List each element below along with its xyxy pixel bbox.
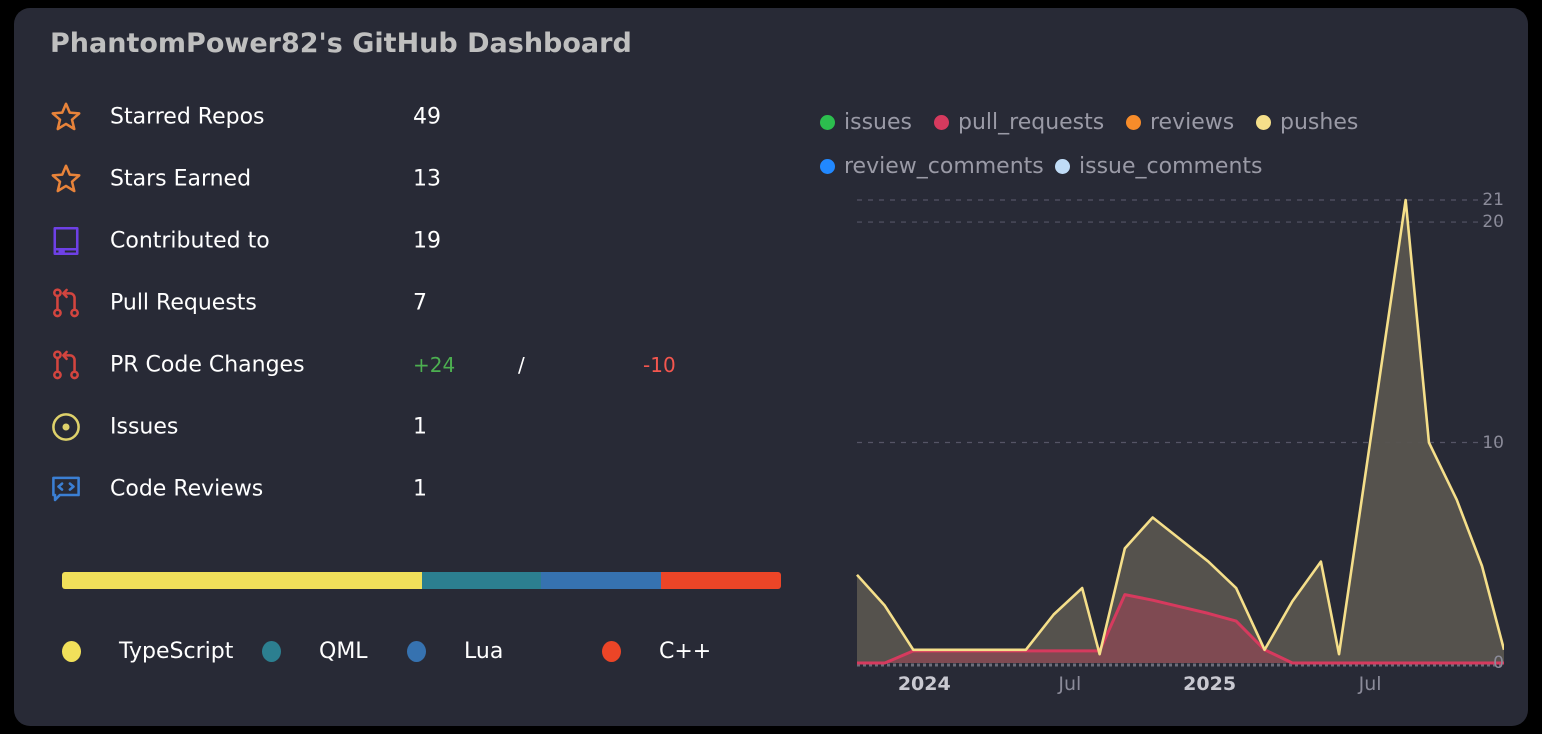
language-segment: [660, 572, 781, 589]
language-color-dot: [262, 640, 281, 662]
chart-legend-item: pull_requests: [934, 100, 1104, 144]
series-name: pull_requests: [958, 109, 1105, 135]
pr-separator: /: [518, 353, 525, 377]
stat-label: Code Reviews: [110, 476, 264, 502]
stat-label: Issues: [110, 414, 179, 440]
series-area-pushes: [857, 200, 1504, 663]
code-review-icon: [48, 471, 84, 507]
stat-value: 7: [413, 290, 427, 316]
stat-label: Contributed to: [110, 228, 270, 254]
stat-value: 19: [413, 228, 441, 254]
series-name: pushes: [1280, 109, 1359, 135]
chart-x-tick: 2025: [1183, 673, 1237, 695]
stat-row: Stars Earned 13: [48, 148, 778, 210]
chart-legend-row-0: issues pull_requests reviews pushes: [812, 100, 1392, 144]
chart-plot-area: 21 20 10 0 2024 Jul 2025 Jul: [804, 188, 1506, 708]
pull-request-icon: [48, 285, 84, 321]
chart-x-tick: 2024: [897, 673, 951, 695]
language-legend-item: C++: [602, 628, 711, 674]
language-legend-item: Lua: [407, 628, 503, 674]
stat-value: 1: [413, 476, 427, 502]
language-segment: [62, 572, 422, 589]
language-color-dot: [407, 640, 426, 662]
issue-opened-icon: [48, 409, 84, 445]
chart-y-tick: 0: [1493, 653, 1504, 673]
stat-value: 49: [413, 104, 441, 130]
series-line-pushes: [856, 198, 1506, 656]
language-legend-item: TypeScript: [62, 628, 233, 674]
chart-legend-row-1: review_comments issue_comments: [812, 144, 1392, 188]
star-icon: [48, 161, 84, 197]
chart-legend: issues pull_requests reviews pushes review_…: [812, 100, 1392, 188]
series-color-dot: [1055, 158, 1070, 174]
stat-row: Contributed to 19: [48, 210, 778, 272]
pr-code-changes: +24 / -10: [413, 353, 676, 377]
star-icon: [48, 99, 84, 135]
pr-additions: +24: [413, 353, 456, 377]
stat-label: Pull Requests: [110, 290, 257, 316]
chart-y-tick: 20: [1482, 212, 1504, 233]
dashboard-card: PhantomPower82's GitHub Dashboard Starre…: [14, 8, 1528, 726]
series-color-dot: [934, 114, 949, 130]
series-area-pull_requests: [857, 594, 1504, 663]
chart-legend-item: reviews: [1126, 100, 1234, 144]
chart-x-tick: Jul: [1058, 673, 1082, 695]
language-bar: [62, 572, 781, 589]
chart-y-tick: 21: [1482, 190, 1504, 210]
chart-x-tick: Jul: [1358, 673, 1382, 695]
language-legend-item: QML: [262, 628, 368, 674]
series-name: review_comments: [844, 153, 1044, 179]
chart-y-tick: 10: [1482, 432, 1504, 453]
chart-legend-item: issues: [820, 100, 912, 144]
language-segment: [421, 572, 541, 589]
language-name: TypeScript: [119, 638, 234, 664]
stat-label: Starred Repos: [110, 104, 265, 130]
pull-request-icon: [48, 347, 84, 383]
series-name: reviews: [1150, 109, 1235, 135]
language-segment: [540, 572, 661, 589]
language-color-dot: [62, 640, 81, 662]
chart-svg: [856, 198, 1506, 667]
series-name: issue_comments: [1079, 153, 1263, 179]
stat-row: Pull Requests 7: [48, 272, 778, 334]
chart-legend-item: review_comments: [820, 144, 1044, 188]
language-name: C++: [659, 638, 712, 664]
series-color-dot: [1256, 114, 1271, 130]
language-name: QML: [319, 638, 368, 664]
activity-chart: issues pull_requests reviews pushes review_…: [804, 100, 1506, 710]
stat-value: 13: [413, 166, 441, 192]
stat-row: Code Reviews 1: [48, 458, 778, 520]
stat-row: PR Code Changes +24 / -10: [48, 334, 778, 396]
stat-row: Issues 1: [48, 396, 778, 458]
language-color-dot: [602, 640, 621, 662]
series-color-dot: [820, 114, 835, 130]
repo-icon: [48, 223, 84, 259]
stats-list: Starred Repos 49 Stars Earned 13 Contributed…: [48, 86, 778, 520]
stat-value: 1: [413, 414, 427, 440]
page-title: PhantomPower82's GitHub Dashboard: [50, 28, 632, 59]
pr-deletions: -10: [643, 353, 676, 377]
language-legend: TypeScript QML Lua C++: [62, 628, 792, 674]
chart-legend-item: pushes: [1256, 100, 1358, 144]
series-color-dot: [820, 158, 835, 174]
stat-row: Starred Repos 49: [48, 86, 778, 148]
stat-label: PR Code Changes: [110, 352, 305, 378]
series-name: issues: [844, 109, 912, 135]
stat-label: Stars Earned: [110, 166, 252, 192]
chart-legend-item: issue_comments: [1055, 144, 1263, 188]
language-name: Lua: [464, 638, 504, 664]
series-color-dot: [1126, 114, 1141, 130]
